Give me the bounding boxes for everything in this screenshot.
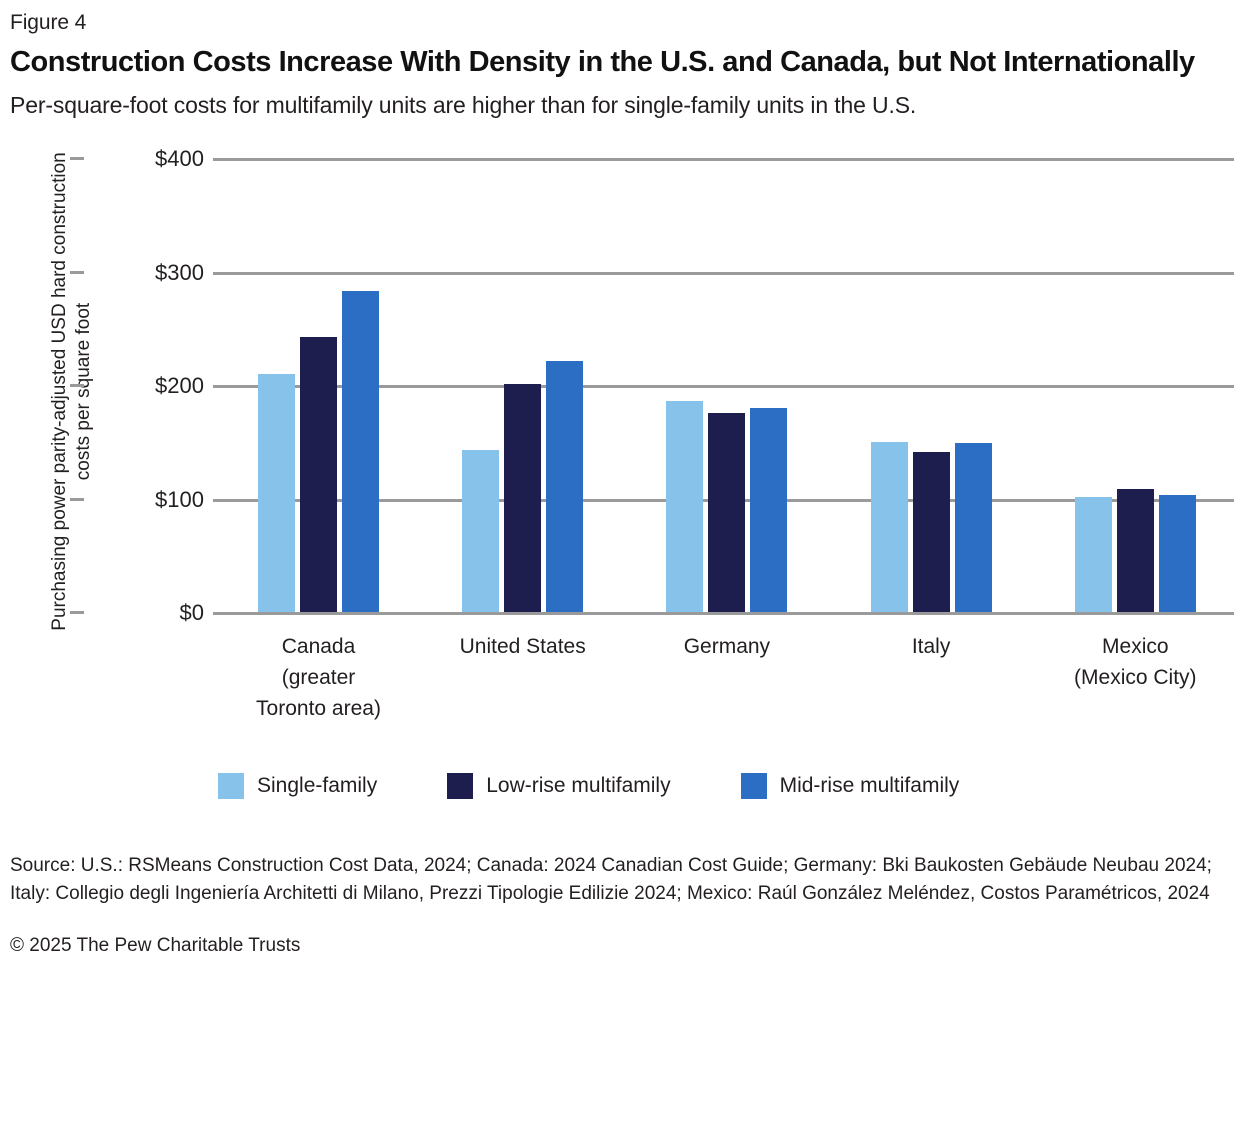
bar [504, 383, 542, 612]
bar [750, 407, 788, 612]
x-axis-label: Italy [911, 635, 951, 658]
bar [666, 400, 704, 612]
y-axis-tick-label: $400 [70, 148, 204, 170]
bar-group [870, 158, 992, 612]
bar [870, 441, 908, 612]
y-axis-tick-label: $200 [70, 375, 204, 397]
source-note: Source: U.S.: RSMeans Construction Cost … [10, 855, 1212, 904]
y-axis-tick-mark [70, 270, 84, 274]
x-axis-line [213, 612, 1234, 615]
y-axis-tick-mark [70, 497, 84, 501]
legend-swatch-icon [218, 773, 244, 799]
bar [342, 290, 379, 612]
bar [300, 337, 337, 612]
bar [258, 373, 295, 612]
bar [462, 449, 500, 612]
x-axis-label: Germany [683, 635, 771, 658]
legend-swatch-icon [740, 773, 767, 799]
y-axis-tick-label: $100 [70, 488, 204, 511]
bar [912, 451, 950, 612]
legend-item[interactable]: Mid-rise multifamily [740, 773, 960, 799]
bar [708, 413, 746, 612]
x-axis-label: Mexico (Mexico City) [1074, 635, 1197, 689]
bar [1074, 497, 1112, 612]
bar [1158, 495, 1196, 612]
plot-area: $0 $100 $200 $300 $400 [70, 148, 1234, 624]
y-axis-tick-mark [70, 384, 84, 387]
legend-label: Low-rise multifamily [486, 774, 671, 797]
chart-legend: Single-family Low-rise multifamily Mid-ris… [218, 766, 1230, 806]
bar-chart: Purchasing power parity-adjusted USD har… [10, 136, 1234, 756]
x-axis-label: United States [459, 635, 586, 658]
bar-group [666, 158, 788, 612]
bars-layer [213, 158, 1234, 612]
x-axis-labels: Canada (greater Toronto area) United Stat… [213, 631, 1234, 741]
y-axis-tick-label: $0 [70, 602, 204, 624]
legend-label: Single-family [257, 774, 378, 797]
gridline [213, 271, 1234, 275]
legend-swatch-icon [447, 773, 474, 799]
x-axis-label: Canada (greater Toronto area) [256, 635, 381, 720]
copyright-note: © 2025 The Pew Charitable Trusts [10, 935, 301, 956]
figure-label: Figure 4 [10, 11, 87, 34]
gridline [213, 158, 1234, 161]
y-axis-tick-mark [70, 611, 84, 614]
page-title: Construction Costs Increase With Density… [10, 46, 1195, 78]
bar [954, 442, 992, 612]
y-axis-title: Purchasing power parity-adjusted USD har… [48, 149, 94, 634]
legend-item[interactable]: Low-rise multifamily [447, 773, 671, 799]
page-subtitle: Per-square-foot costs for multifamily un… [10, 92, 917, 118]
y-axis-tick-label: $300 [70, 261, 204, 284]
bar-group [258, 158, 379, 612]
legend-label: Mid-rise multifamily [779, 774, 960, 797]
bar [546, 361, 584, 612]
bar-group [462, 158, 584, 612]
y-axis-tick-mark [70, 157, 84, 160]
gridline [213, 385, 1234, 388]
legend-item[interactable]: Single-family [218, 773, 377, 799]
bar [1116, 489, 1154, 612]
bar-group [1074, 158, 1196, 612]
